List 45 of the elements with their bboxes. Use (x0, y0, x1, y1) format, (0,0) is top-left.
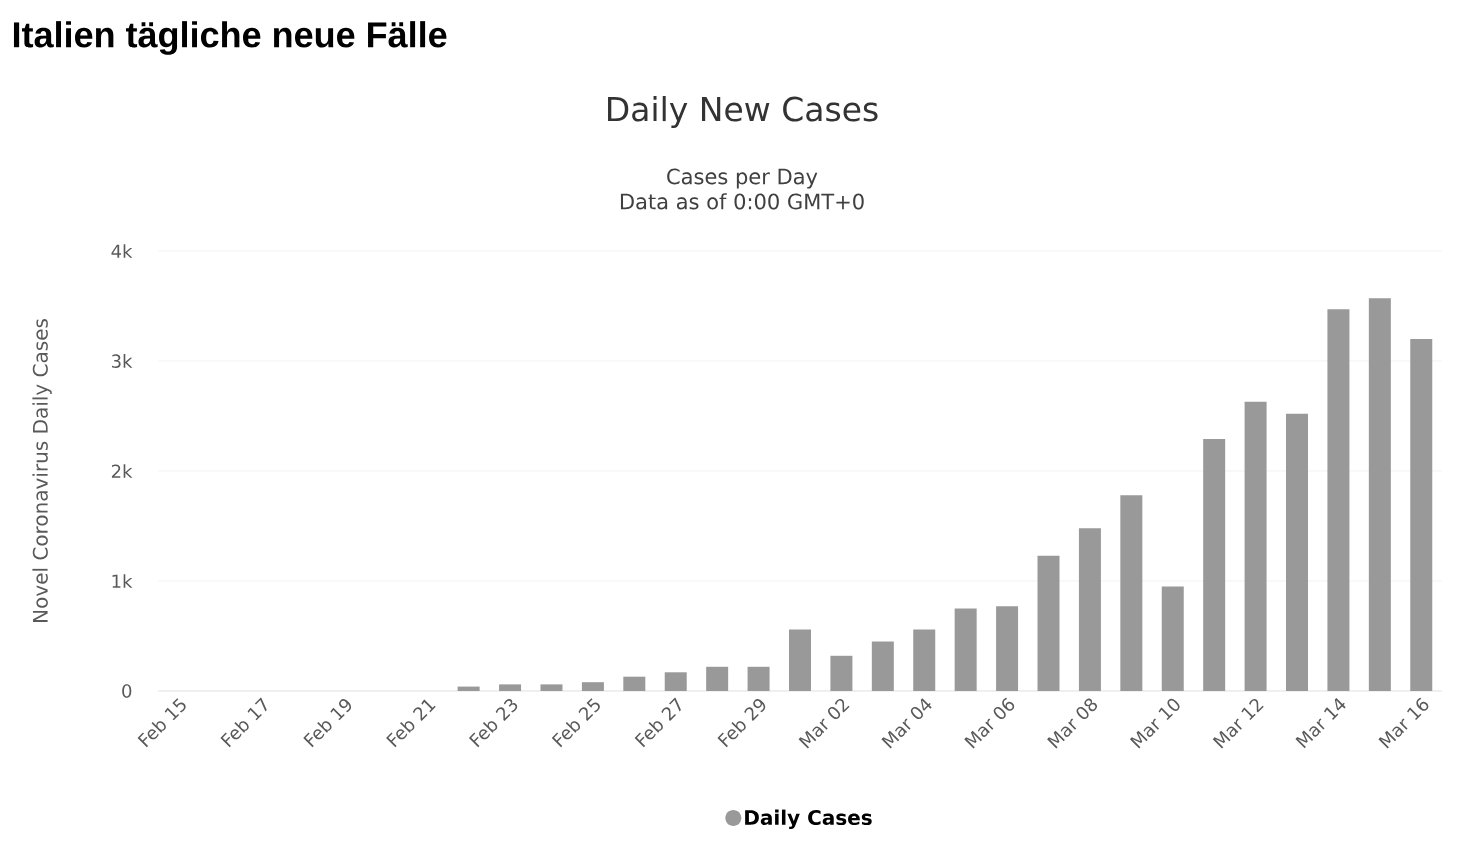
bar (913, 629, 936, 691)
chart-title: Daily New Cases (608, 96, 878, 128)
y-tick-label: 3k (111, 354, 133, 368)
y-tick-label: 2k (111, 464, 133, 478)
chart-subtitle: Cases per Day Data as of 0:00 GMT+0 (620, 168, 864, 210)
bar (1037, 555, 1060, 691)
bar (747, 666, 770, 691)
bar (581, 682, 604, 691)
bar (1203, 439, 1226, 691)
bar (871, 641, 894, 691)
x-tick-label: Feb 17 (220, 697, 267, 748)
x-tick-label: Mar 14 (1295, 698, 1346, 749)
bar (1410, 338, 1433, 691)
bar (788, 629, 811, 691)
x-tick-label: Mar 12 (1212, 698, 1264, 749)
bar (1244, 401, 1267, 691)
x-tick-label: Mar 08 (1047, 698, 1098, 749)
bar (830, 655, 853, 691)
bar (996, 606, 1019, 691)
bar (540, 684, 563, 691)
bar (1120, 495, 1143, 691)
bar (706, 666, 729, 691)
y-tick-label: 0 (122, 684, 132, 698)
x-tick-label: Feb 23 (468, 698, 518, 748)
x-tick-label: Feb 19 (303, 699, 352, 748)
legend-label: Daily Cases (745, 809, 872, 830)
bar (1161, 586, 1184, 691)
bar (954, 608, 977, 691)
bar (1327, 309, 1350, 691)
bar (664, 672, 687, 691)
text: Italien tägliche neue Fälle (13, 21, 447, 55)
y-axis-title: Novel Coronavirus Daily Cases (32, 319, 52, 622)
y-tick-label: 1k (112, 574, 133, 588)
bar (1078, 528, 1101, 691)
bar (623, 676, 646, 691)
y-tick-label: 4k (111, 244, 133, 258)
x-tick-label: Feb 25 (551, 698, 600, 748)
x-tick-label: Feb 29 (717, 699, 766, 748)
x-tick-label: Feb 15 (137, 698, 186, 748)
bar (457, 686, 480, 691)
bar (499, 684, 522, 691)
x-tick-label: Feb 27 (634, 697, 681, 748)
bar (1286, 413, 1309, 691)
bar (1368, 298, 1391, 691)
x-tick-label: Feb 21 (386, 699, 436, 748)
